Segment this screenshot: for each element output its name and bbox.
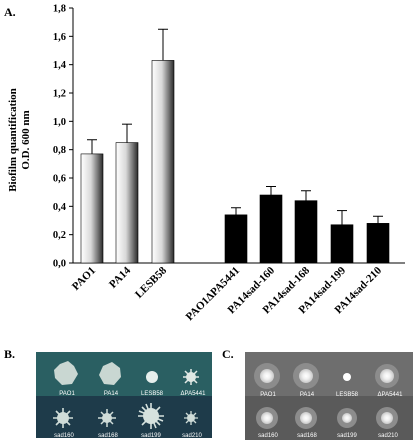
y-tick-label: 1,4	[53, 60, 67, 71]
colony-lesb58	[146, 371, 158, 383]
b-label-sad210: sad210	[182, 433, 202, 439]
y-tick-label: 1,8	[53, 4, 66, 15]
c-spot-sad168	[300, 412, 312, 424]
c-spot-sad210	[381, 412, 393, 424]
y-tick-label: 1,6	[53, 32, 66, 43]
y-tick-label: 0,4	[53, 202, 67, 213]
panel-b-photo: PAO1 PA14 LESB58 ΔPA5441 sad160 sad168 s…	[36, 352, 212, 439]
colony-pao1	[54, 361, 78, 385]
b-label-sad199: sad199	[141, 433, 161, 439]
bar	[294, 200, 318, 264]
bar	[330, 224, 354, 264]
c-spot-sad160	[261, 412, 273, 424]
y-axis-title: Biofilm quantification O.D. 600 nm	[7, 88, 32, 192]
y-axis-title-line1: Biofilm quantification	[7, 88, 19, 192]
x-category-label: LESB58	[133, 264, 170, 301]
y-tick-label: 1,0	[53, 117, 66, 128]
panel-c-photo: PAO1 PA14 LESB58 ΔPA5441 sad160 sad168 s…	[245, 352, 413, 440]
b-label-dpa5441: ΔPA5441	[181, 391, 207, 397]
c-label-sad199: sad199	[337, 433, 357, 439]
y-tick-label: 0,6	[53, 174, 66, 185]
bar	[224, 214, 248, 264]
c-spot-pao1	[260, 369, 274, 383]
chart-marks: 0,0 0,2 0,4 0,6 0,8 1,0 1,2 1,4 1,6 1,8 PAO1 PA14 LE…	[53, 4, 390, 323]
panel-a-label: A.	[4, 5, 16, 19]
c-spot-dpa5441	[380, 369, 394, 383]
bar	[151, 60, 175, 264]
y-tick-label: 0,0	[53, 259, 66, 270]
bar	[80, 153, 104, 264]
colony-sad199	[138, 403, 164, 429]
panel-c-label: C.	[222, 347, 234, 361]
c-label-pa14: PA14	[300, 392, 315, 398]
colony-dpa5441	[183, 369, 199, 385]
bar	[366, 223, 390, 264]
c-label-sad210: sad210	[378, 433, 398, 439]
b-label-lesb58: LESB58	[141, 391, 164, 397]
c-label-pao1: PAO1	[260, 392, 276, 398]
b-label-pao1: PAO1	[59, 391, 75, 397]
c-spot-sad199	[342, 413, 352, 423]
colony-sad210	[184, 411, 198, 425]
c-label-sad160: sad160	[258, 433, 278, 439]
b-label-sad168: sad168	[98, 433, 118, 439]
colony-sad160	[53, 408, 73, 428]
c-label-lesb58: LESB58	[336, 392, 359, 398]
y-tick-label: 1,2	[53, 89, 66, 100]
colony-sad168	[98, 409, 116, 427]
c-label-sad168: sad168	[297, 433, 317, 439]
b-label-pa14: PA14	[104, 391, 119, 397]
b-label-sad160: sad160	[54, 433, 74, 439]
colony-pa14	[99, 362, 121, 385]
c-label-dpa5441: ΔPA5441	[378, 392, 404, 398]
panel-b-label: B.	[4, 347, 15, 361]
bar	[115, 142, 139, 264]
bar	[259, 194, 283, 264]
y-tick-label: 0,2	[53, 230, 66, 241]
x-category-label: PAO1	[70, 265, 98, 293]
y-tick-label: 0,8	[53, 145, 66, 156]
c-spot-lesb58	[343, 373, 351, 381]
c-spot-pa14	[299, 369, 313, 383]
y-axis-title-line2: O.D. 600 nm	[20, 110, 32, 169]
x-category-label: PA14	[107, 264, 133, 290]
